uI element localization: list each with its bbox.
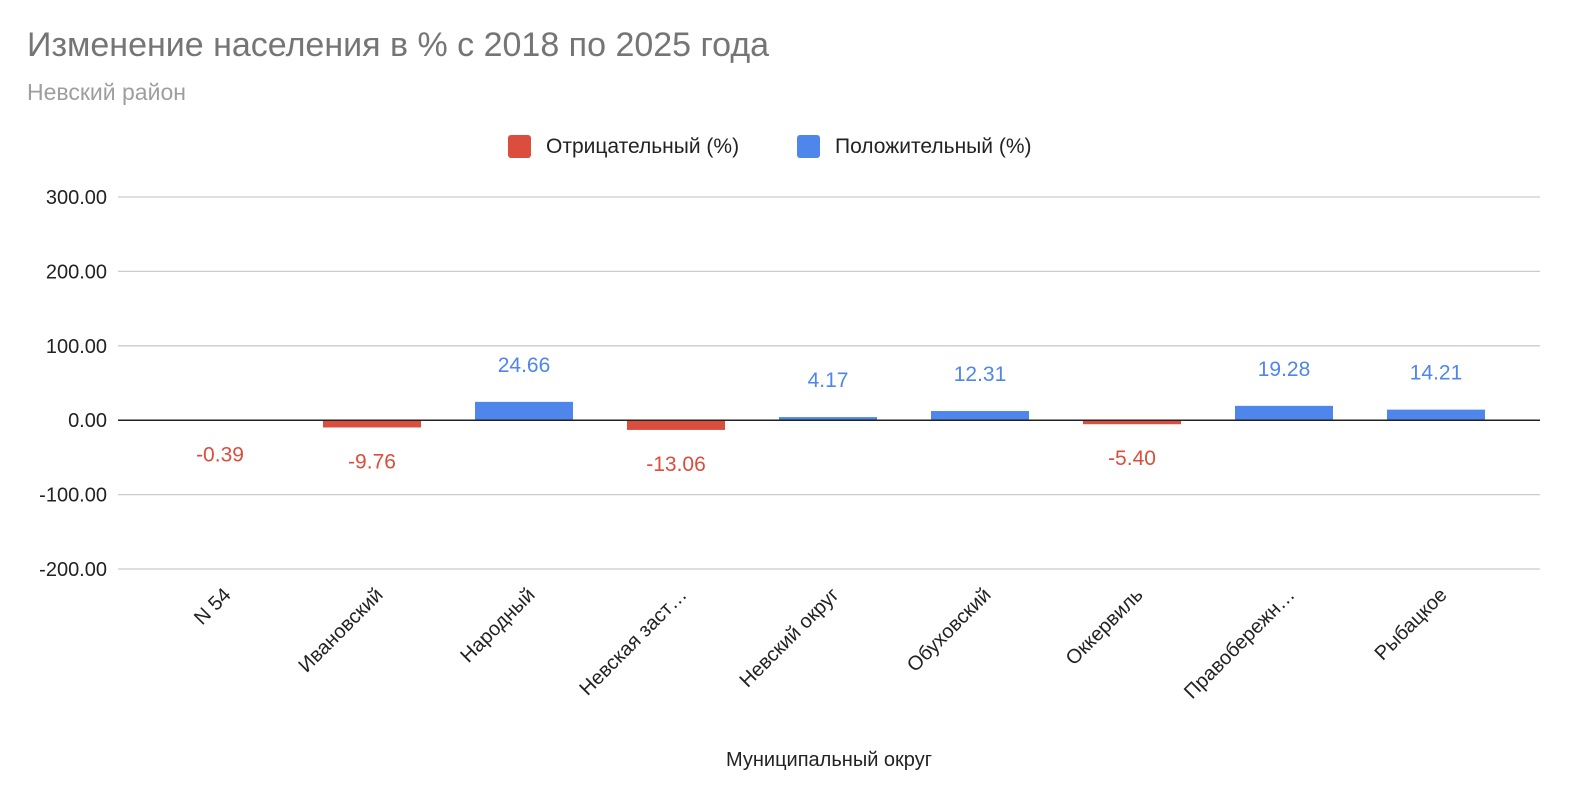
data-label: -5.40 [1108,447,1156,470]
legend-label-positive: Положительный (%) [835,135,1032,158]
x-tick-label: Невский округ [736,584,844,692]
bar-negative [1083,420,1181,425]
y-tick-label: -100.00 [39,485,107,507]
legend-swatch-negative [508,135,531,158]
y-tick-label: 200.00 [46,261,107,283]
y-tick-label: 300.00 [46,187,107,209]
y-tick-label: -200.00 [39,559,107,581]
chart-title: Изменение населения в % с 2018 по 2025 г… [27,26,769,64]
data-label: -13.06 [646,453,706,476]
x-tick-label: Рыбацкое [1371,584,1452,665]
data-label: 24.66 [498,354,551,377]
bar-negative [323,420,421,428]
legend-label-negative: Отрицательный (%) [546,135,739,158]
x-tick-label: N 54 [190,584,235,629]
data-label: -9.76 [348,450,396,473]
bar-positive [1387,409,1485,421]
y-tick-label: 100.00 [46,336,107,358]
bar-positive [931,411,1029,421]
bar-positive [1235,405,1333,421]
bar-positive [475,401,573,421]
bar-positive [779,417,877,421]
x-tick-label: Невская заст… [575,584,691,700]
legend-swatch-positive [797,135,820,158]
data-label: 19.28 [1258,358,1311,381]
y-tick-label: 0.00 [68,410,107,432]
data-label: 14.21 [1410,362,1463,385]
x-tick-label: Ивановский [295,584,388,677]
data-label: 12.31 [954,363,1007,386]
chart-subtitle: Невский район [27,79,186,105]
x-tick-label: Народный [456,584,539,667]
x-tick-label: Правобережн… [1180,584,1299,703]
data-label: -0.39 [196,443,244,466]
data-label: 4.17 [808,369,849,392]
x-tick-label: Обуховский [903,584,996,677]
x-axis-title: Муниципальный округ [726,749,932,771]
legend: Отрицательный (%) Положительный (%) [508,135,1032,158]
bar-negative [627,420,725,430]
x-tick-label: Оккервиль [1062,584,1148,670]
